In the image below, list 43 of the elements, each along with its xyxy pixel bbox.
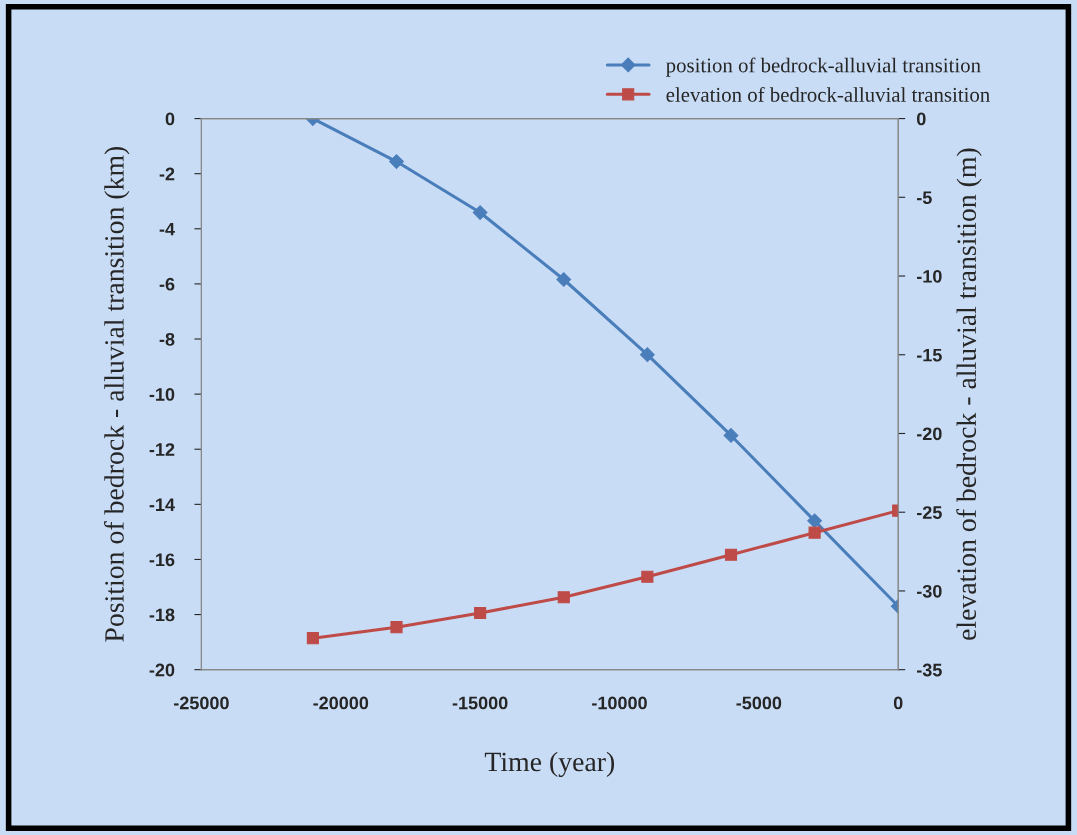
x-tick-label: -25000 <box>174 696 229 710</box>
y-tick-label: -14 <box>149 498 175 511</box>
point <box>472 205 488 220</box>
y2-tick-label: -35 <box>916 663 942 677</box>
point <box>724 548 738 561</box>
point <box>306 632 319 645</box>
point <box>807 513 822 529</box>
y2-tick-label: -20 <box>916 427 942 441</box>
y-tick-label: -2 <box>159 167 175 181</box>
point <box>639 347 655 363</box>
y-tick-label: -8 <box>159 332 175 346</box>
y2-axis-title: elevation of bedrock - alluvial transition (m) <box>956 148 982 640</box>
y2-tick-label: -5 <box>916 191 932 205</box>
point <box>556 272 572 287</box>
y-tick-label: -20 <box>149 663 175 677</box>
y2-tick-label: -25 <box>916 506 942 519</box>
y-axis-title: Position of bedrock - alluvial transition (km) <box>104 146 130 642</box>
y-tick-label: -16 <box>149 553 175 567</box>
legend-label: elevation of bedrock-alluvial transition <box>666 86 990 102</box>
y-tick-label: -12 <box>149 443 175 456</box>
point <box>808 526 821 539</box>
point <box>474 606 487 620</box>
y-tick-label: -4 <box>159 222 175 236</box>
legend-label: position of bedrock-alluvial transition <box>666 57 981 77</box>
x-tick-label: -15000 <box>452 696 508 710</box>
x-tick-label: -20000 <box>313 696 369 710</box>
point <box>557 591 570 604</box>
y-tick-label: 0 <box>165 112 175 126</box>
point <box>390 621 403 634</box>
x-tick-label: -10000 <box>592 696 647 710</box>
x-tick-label: 0 <box>893 696 903 710</box>
y-tick-label: -18 <box>149 608 175 622</box>
point <box>389 154 404 169</box>
x-axis-title: Time (year) <box>484 751 615 778</box>
y2-tick-label: 0 <box>916 112 926 126</box>
y2-tick-label: -15 <box>916 348 942 362</box>
y2-tick-label: -30 <box>916 584 942 598</box>
x-tick-label: -5000 <box>736 696 782 710</box>
point <box>723 428 739 443</box>
y2-tick-label: -10 <box>916 269 942 283</box>
y-tick-label: -6 <box>159 277 175 291</box>
point <box>641 570 654 583</box>
y-tick-label: -10 <box>149 388 175 401</box>
